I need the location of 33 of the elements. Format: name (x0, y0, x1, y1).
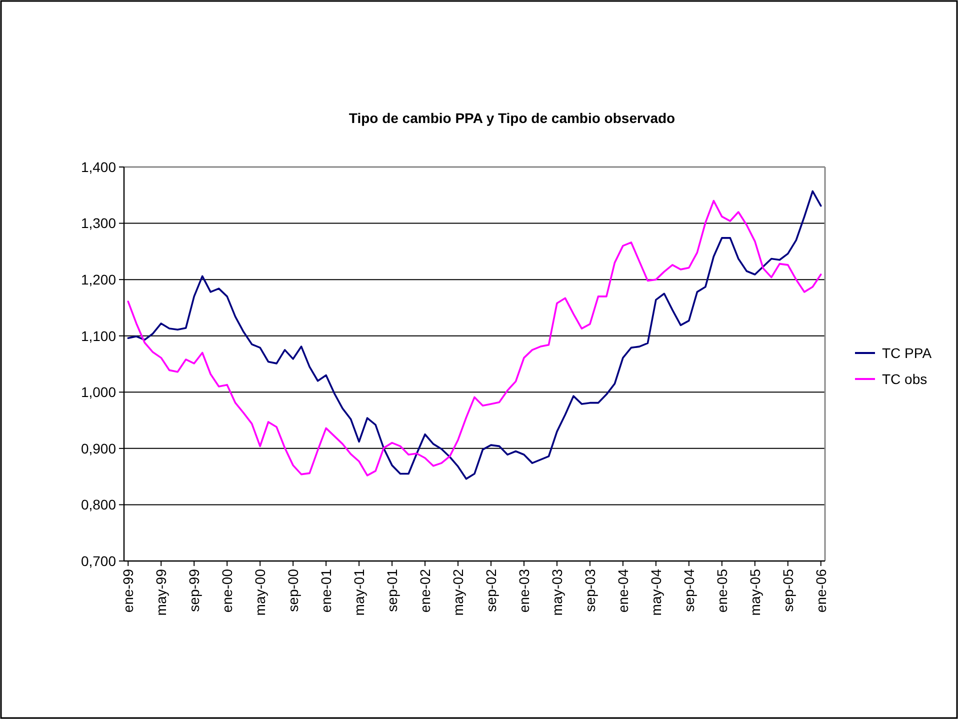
x-tick-label: sep-02 (482, 568, 499, 612)
x-tick-label: ene-99 (120, 568, 136, 613)
x-tick-label: ene-05 (714, 568, 730, 613)
y-tick-label: 0,900 (80, 440, 116, 456)
y-tick-label: 1,400 (80, 158, 116, 175)
x-tick-label: ene-06 (812, 568, 829, 613)
y-tick-label: 0,700 (80, 552, 116, 569)
y-tick-label: 1,000 (80, 384, 116, 400)
legend-label: TC PPA (882, 344, 932, 361)
y-tick-label: 1,100 (80, 328, 116, 344)
y-tick-label: 1,200 (80, 271, 116, 288)
x-tick-label: may-99 (153, 568, 170, 616)
x-tick-label: may-00 (252, 568, 268, 616)
x-tick-label: ene-00 (218, 568, 235, 613)
x-tick-label: sep-01 (384, 568, 400, 612)
chart-title: Tipo de cambio PPA y Tipo de cambio observado (348, 110, 676, 126)
x-tick-label: ene-02 (416, 568, 433, 613)
x-tick-label: may-05 (746, 568, 763, 616)
x-tick-label: sep-05 (780, 568, 796, 612)
y-tick-label: 0,800 (80, 496, 116, 513)
x-tick-label: may-02 (450, 568, 466, 616)
x-tick-label: may-04 (648, 568, 664, 616)
legend-label: TC obs (882, 370, 928, 387)
x-tick-label: sep-99 (186, 568, 202, 612)
x-tick-label: sep-04 (680, 568, 697, 612)
x-tick-label: sep-03 (582, 568, 598, 612)
x-tick-label: may-01 (350, 568, 367, 616)
x-tick-label: sep-00 (284, 568, 301, 612)
x-tick-label: may-03 (548, 568, 565, 616)
x-tick-label: ene-01 (318, 568, 334, 613)
x-tick-label: ene-03 (516, 568, 532, 613)
y-tick-label: 1,300 (80, 215, 116, 232)
x-tick-label: ene-04 (614, 568, 631, 613)
